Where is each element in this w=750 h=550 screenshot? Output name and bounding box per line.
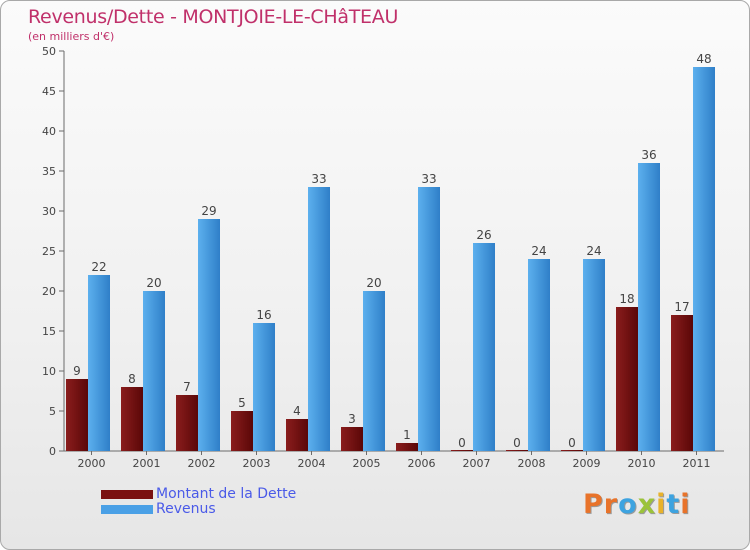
x-tick-label: 2005 (353, 457, 381, 470)
x-tick-label: 2011 (683, 457, 711, 470)
y-tick-label: 30 (42, 205, 56, 218)
legend-swatch-revenus (101, 505, 153, 514)
y-tick-label: 40 (42, 125, 56, 138)
revenue-value-label: 36 (641, 148, 656, 162)
debt-bar (66, 379, 88, 451)
revenue-value-label: 29 (201, 204, 216, 218)
revenue-value-label: 33 (421, 172, 436, 186)
revenue-bar (88, 275, 110, 451)
debt-bar (286, 419, 308, 451)
debt-bar (506, 450, 528, 451)
revenue-bar (583, 259, 605, 451)
revenue-value-label: 48 (696, 52, 711, 66)
y-tick-label: 35 (42, 165, 56, 178)
debt-value-label: 3 (348, 412, 356, 426)
revenue-bar (418, 187, 440, 451)
debt-value-label: 7 (183, 380, 191, 394)
x-tick-label: 2007 (463, 457, 491, 470)
revenue-value-label: 16 (256, 308, 271, 322)
revenue-bar (638, 163, 660, 451)
revenue-value-label: 24 (531, 244, 546, 258)
revenue-value-label: 33 (311, 172, 326, 186)
x-tick-label: 2003 (243, 457, 271, 470)
x-tick-label: 2001 (133, 457, 161, 470)
logo-letter: x (637, 489, 657, 520)
x-tick-label: 2008 (518, 457, 546, 470)
debt-bar (176, 395, 198, 451)
x-tick-label: 2000 (78, 457, 106, 470)
debt-value-label: 1 (403, 428, 411, 442)
debt-bar (561, 450, 583, 451)
legend-label-dette: Montant de la Dette (156, 486, 297, 502)
proxiti-logo: Proxiti (583, 489, 691, 520)
y-tick-label: 5 (49, 405, 56, 418)
revenue-bar (308, 187, 330, 451)
revenue-bar (198, 219, 220, 451)
debt-value-label: 5 (238, 396, 246, 410)
debt-value-label: 4 (293, 404, 301, 418)
y-tick-label: 10 (42, 365, 56, 378)
debt-bar (341, 427, 363, 451)
y-tick-label: 15 (42, 325, 56, 338)
debt-bar (616, 307, 638, 451)
logo-letter: i (680, 489, 691, 520)
x-tick-label: 2004 (298, 457, 326, 470)
debt-value-label: 0 (458, 436, 466, 450)
logo-letter: i (656, 489, 667, 520)
x-tick-label: 2006 (408, 457, 436, 470)
chart-subtitle: (en milliers d'€) (28, 30, 115, 43)
debt-bar (671, 315, 693, 451)
x-tick-label: 2002 (188, 457, 216, 470)
debt-bar (396, 443, 418, 451)
revenue-bar (363, 291, 385, 451)
revenue-bar (253, 323, 275, 451)
debt-bar (121, 387, 143, 451)
logo-letter: P (583, 489, 604, 520)
y-tick-label: 45 (42, 85, 56, 98)
logo-letter: r (603, 489, 619, 520)
logo-letter: t (666, 489, 681, 520)
x-tick-label: 2010 (628, 457, 656, 470)
x-tick-label: 2009 (573, 457, 601, 470)
debt-bar (451, 450, 473, 451)
revenue-value-label: 24 (586, 244, 601, 258)
revenue-bar (528, 259, 550, 451)
debt-value-label: 18 (619, 292, 634, 306)
legend-swatch-dette (101, 490, 153, 499)
legend-label-revenus: Revenus (156, 501, 216, 517)
debt-value-label: 0 (513, 436, 521, 450)
chart-title: Revenus/Dette - MONTJOIE-LE-CHâTEAU (28, 6, 399, 28)
revenue-value-label: 20 (146, 276, 161, 290)
logo-letter: o (618, 489, 638, 520)
y-tick-label: 0 (49, 445, 56, 458)
debt-value-label: 9 (73, 364, 81, 378)
revenue-bar (693, 67, 715, 451)
y-tick-label: 20 (42, 285, 56, 298)
revenue-bar (143, 291, 165, 451)
debt-bar (231, 411, 253, 451)
revenue-value-label: 26 (476, 228, 491, 242)
revenue-value-label: 20 (366, 276, 381, 290)
debt-value-label: 0 (568, 436, 576, 450)
debt-value-label: 8 (128, 372, 136, 386)
y-tick-label: 50 (42, 45, 56, 58)
y-tick-label: 25 (42, 245, 56, 258)
debt-value-label: 17 (674, 300, 689, 314)
revenue-bar (473, 243, 495, 451)
revenue-value-label: 22 (91, 260, 106, 274)
